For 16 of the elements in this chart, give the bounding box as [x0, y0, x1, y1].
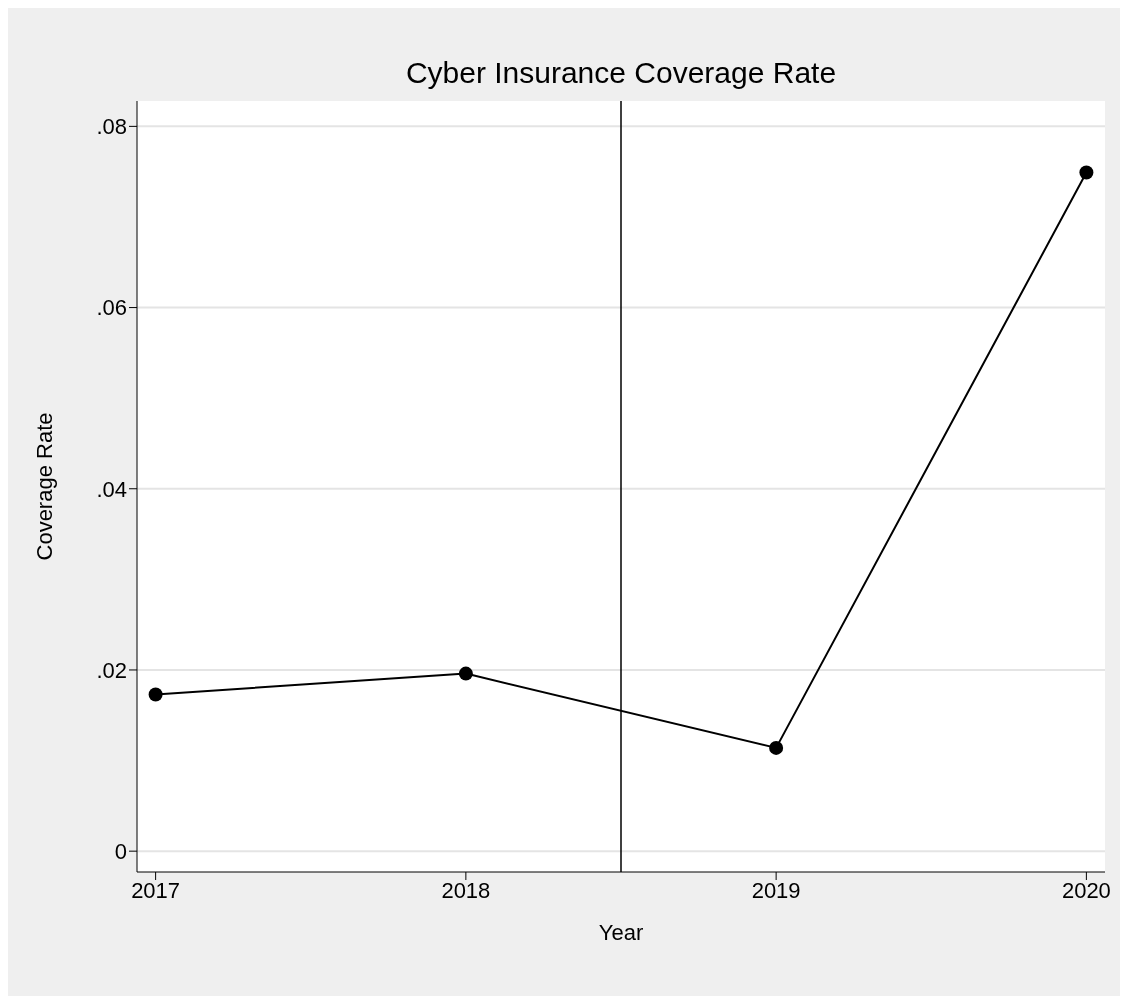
y-tick-label: .04 [96, 476, 127, 502]
x-tick-label: 2020 [1061, 877, 1111, 903]
y-tick-label: .06 [96, 295, 127, 321]
x-tick-label: 2018 [441, 877, 491, 903]
chart-title: Cyber Insurance Coverage Rate [404, 56, 838, 90]
x-tick-label: 2019 [751, 877, 801, 903]
y-tick-label: .02 [96, 657, 127, 683]
x-axis-title: Year [598, 920, 644, 945]
point [1079, 165, 1094, 180]
x-tick-label: 2017 [131, 877, 181, 903]
point [458, 666, 473, 681]
point [769, 740, 784, 755]
point [148, 687, 163, 702]
y-axis-title: Coverage Rate [31, 412, 57, 561]
y-tick-label: 0 [114, 838, 127, 864]
y-tick-label: .08 [96, 114, 127, 140]
